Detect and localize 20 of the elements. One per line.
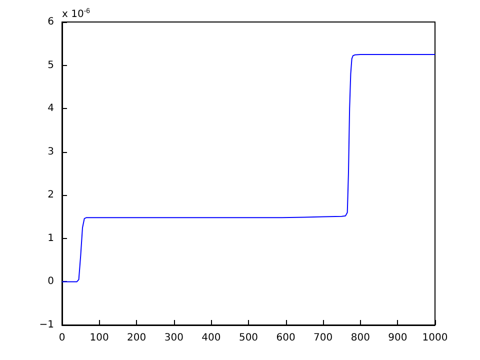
y-tick-label: 0 (48, 276, 54, 288)
line-series (62, 54, 436, 282)
x-tick-label: 1000 (422, 332, 448, 344)
y-tick-label: 6 (48, 16, 54, 28)
y-tick-label: 1 (48, 232, 54, 244)
x-tick-label: 600 (276, 332, 296, 344)
x-tick-label: 300 (164, 332, 184, 344)
x-tick-label: 800 (350, 332, 370, 344)
y-tick-label: 4 (48, 103, 54, 114)
x-tick-label: 700 (314, 332, 333, 344)
x-tick-label: 500 (238, 332, 258, 344)
y-tick-label: 5 (48, 60, 54, 71)
y-tick-label: −1 (39, 320, 54, 330)
y-tick-label: 3 (48, 146, 54, 158)
x-tick-label: 400 (202, 332, 221, 344)
x-tick-label: 100 (90, 332, 109, 344)
x-tick-label: 900 (388, 332, 408, 344)
y-tick-label: 2 (48, 190, 54, 201)
x-tick-label: 0 (58, 332, 66, 344)
x-tick-label: 200 (127, 332, 146, 344)
